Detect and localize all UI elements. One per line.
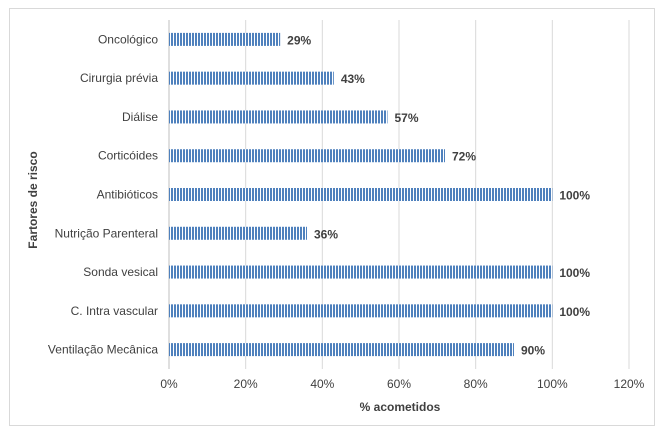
data-label: 72% <box>452 150 476 164</box>
bar <box>169 265 553 279</box>
category-label: Corticóides <box>98 149 158 163</box>
category-label: Nutrição Parenteral <box>55 226 158 240</box>
bar <box>169 188 553 201</box>
bar <box>169 304 553 318</box>
x-tick-label: 60% <box>387 377 411 391</box>
data-label: 100% <box>559 266 590 280</box>
bar <box>169 110 388 124</box>
x-tick-label: 40% <box>310 377 334 391</box>
data-label: 90% <box>521 344 545 358</box>
category-label: Sonda vesical <box>83 265 158 279</box>
x-tick-labels: 0% 20% 40% 60% 80% 100% 120% <box>160 377 644 391</box>
x-tick-label: 120% <box>614 377 645 391</box>
x-tick-label: 0% <box>160 377 178 391</box>
x-axis-title: % acometidos <box>360 400 441 414</box>
data-labels: 29% 43% 57% 72% 100% 36% 100% 100% 90% <box>287 33 590 357</box>
bar <box>169 343 514 357</box>
bar <box>169 32 281 46</box>
bars-group <box>169 32 553 357</box>
x-tick-label: 20% <box>234 377 258 391</box>
category-label: C. Intra vascular <box>71 304 158 318</box>
y-axis-title: Fartores de risco <box>26 151 40 248</box>
data-label: 29% <box>287 33 311 47</box>
x-tick-label: 100% <box>537 377 568 391</box>
category-labels: Oncológico Cirurgia prévia Diálise Corticói… <box>48 32 158 356</box>
bar <box>169 71 334 85</box>
category-label: Antibióticos <box>97 188 158 202</box>
data-label: 100% <box>559 305 590 319</box>
category-label: Diálise <box>122 110 158 124</box>
bar <box>169 149 445 163</box>
bar <box>169 226 307 240</box>
data-label: 100% <box>559 189 590 203</box>
data-label: 36% <box>314 227 338 241</box>
category-label: Cirurgia prévia <box>80 71 158 85</box>
data-label: 57% <box>395 111 419 125</box>
category-label: Oncológico <box>98 32 158 46</box>
x-tick-label: 80% <box>464 377 488 391</box>
data-label: 43% <box>341 72 365 86</box>
category-label: Ventilação Mecânica <box>48 343 158 357</box>
